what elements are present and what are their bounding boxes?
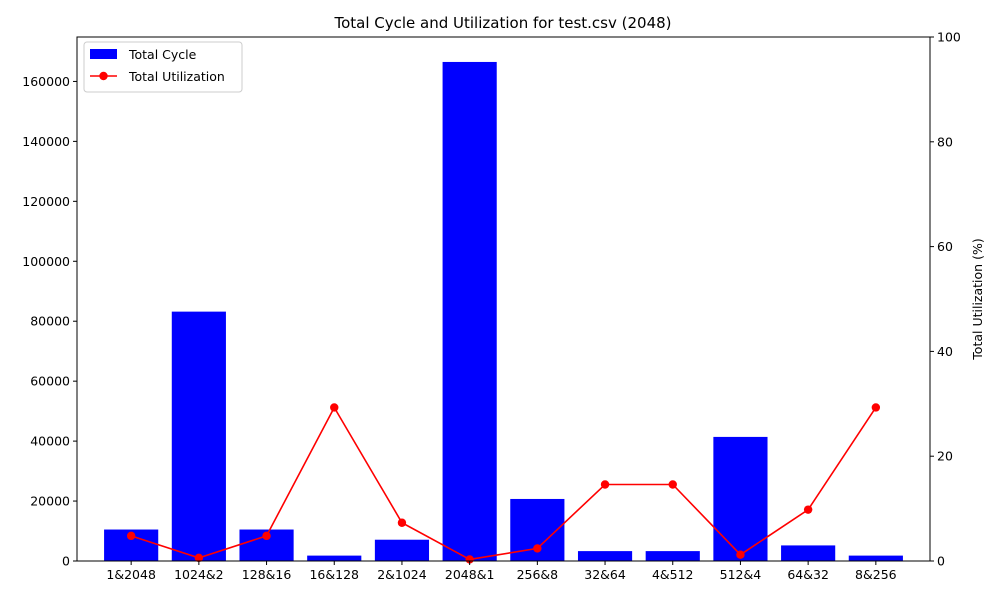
x-tick-label: 256&8	[517, 567, 559, 582]
legend-entry-total-cycle: Total Cycle	[128, 47, 197, 62]
x-axis-ticks: 1&2048 1024&2 128&16 16&128 2&1024 2048&1 256&…	[106, 561, 897, 582]
y-right-tick-label: 0	[937, 554, 945, 569]
y-right-tick-label: 40	[937, 344, 953, 359]
x-tick-label: 128&16	[242, 567, 292, 582]
line-series	[126, 403, 881, 564]
y-left-tick-label: 120000	[22, 194, 70, 209]
x-tick-label: 2048&1	[445, 567, 495, 582]
y-right-tick-label: 80	[937, 134, 953, 149]
y-left-tick-label: 20000	[30, 494, 70, 509]
legend-bar-swatch	[90, 49, 117, 59]
legend-box	[83, 41, 243, 93]
y-right-axis-ticks: 0 20 40 60 80 100	[930, 30, 961, 569]
bar	[577, 551, 633, 561]
utilization-point	[871, 403, 881, 412]
y-left-tick-label: 40000	[30, 434, 70, 449]
y-right-tick-label: 20	[937, 449, 953, 464]
chart-title: Total Cycle and Utilization for test.csv…	[333, 14, 671, 32]
y-left-tick-label: 60000	[30, 374, 70, 389]
bar	[713, 436, 768, 561]
y-left-axis-ticks: 0 20000 40000 60000 80000 100000 120000 140000 1…	[22, 74, 77, 569]
utilization-point	[465, 555, 474, 564]
bar	[374, 539, 430, 561]
x-tick-label: 8&256	[855, 567, 897, 582]
plot-frame	[76, 36, 931, 562]
utilization-point	[600, 480, 610, 489]
x-tick-label: 64&32	[787, 567, 829, 582]
x-tick-label: 16&128	[309, 567, 359, 582]
legend-line-marker	[99, 71, 108, 81]
x-tick-label: 1024&2	[174, 567, 224, 582]
utilization-point	[397, 518, 407, 527]
y-left-tick-label: 140000	[22, 134, 70, 149]
x-tick-label: 4&512	[652, 567, 694, 582]
bar	[781, 545, 836, 561]
utilization-point	[262, 531, 271, 541]
y-right-tick-label: 60	[937, 239, 953, 254]
bar-series	[104, 61, 903, 561]
x-tick-label: 512&4	[720, 567, 762, 582]
utilization-point	[330, 403, 339, 412]
legend-entry-total-utilization: Total Utilization	[128, 69, 225, 84]
utilization-point	[194, 553, 204, 563]
x-tick-label: 2&1024	[377, 567, 427, 582]
x-tick-label: 32&64	[584, 567, 626, 582]
utilization-point	[668, 480, 677, 489]
bar	[645, 551, 700, 561]
x-tick-label: 1&2048	[106, 567, 156, 582]
y-right-tick-label: 100	[937, 30, 961, 45]
y-left-tick-label: 160000	[22, 74, 70, 89]
y-left-tick-label: 100000	[22, 254, 70, 269]
utilization-point	[126, 531, 136, 541]
bar	[442, 61, 497, 561]
bar	[171, 311, 226, 561]
y-left-tick-label: 0	[62, 554, 70, 569]
utilization-point	[533, 544, 542, 553]
y-right-axis-label: Total Utilization (%)	[970, 238, 985, 360]
utilization-line	[130, 405, 877, 561]
utilization-point	[736, 550, 745, 559]
utilization-point	[803, 505, 813, 514]
legend: Total Cycle Total Utilization	[83, 41, 243, 93]
bar	[848, 555, 903, 561]
y-left-tick-label: 80000	[30, 314, 70, 329]
bar	[307, 555, 362, 561]
